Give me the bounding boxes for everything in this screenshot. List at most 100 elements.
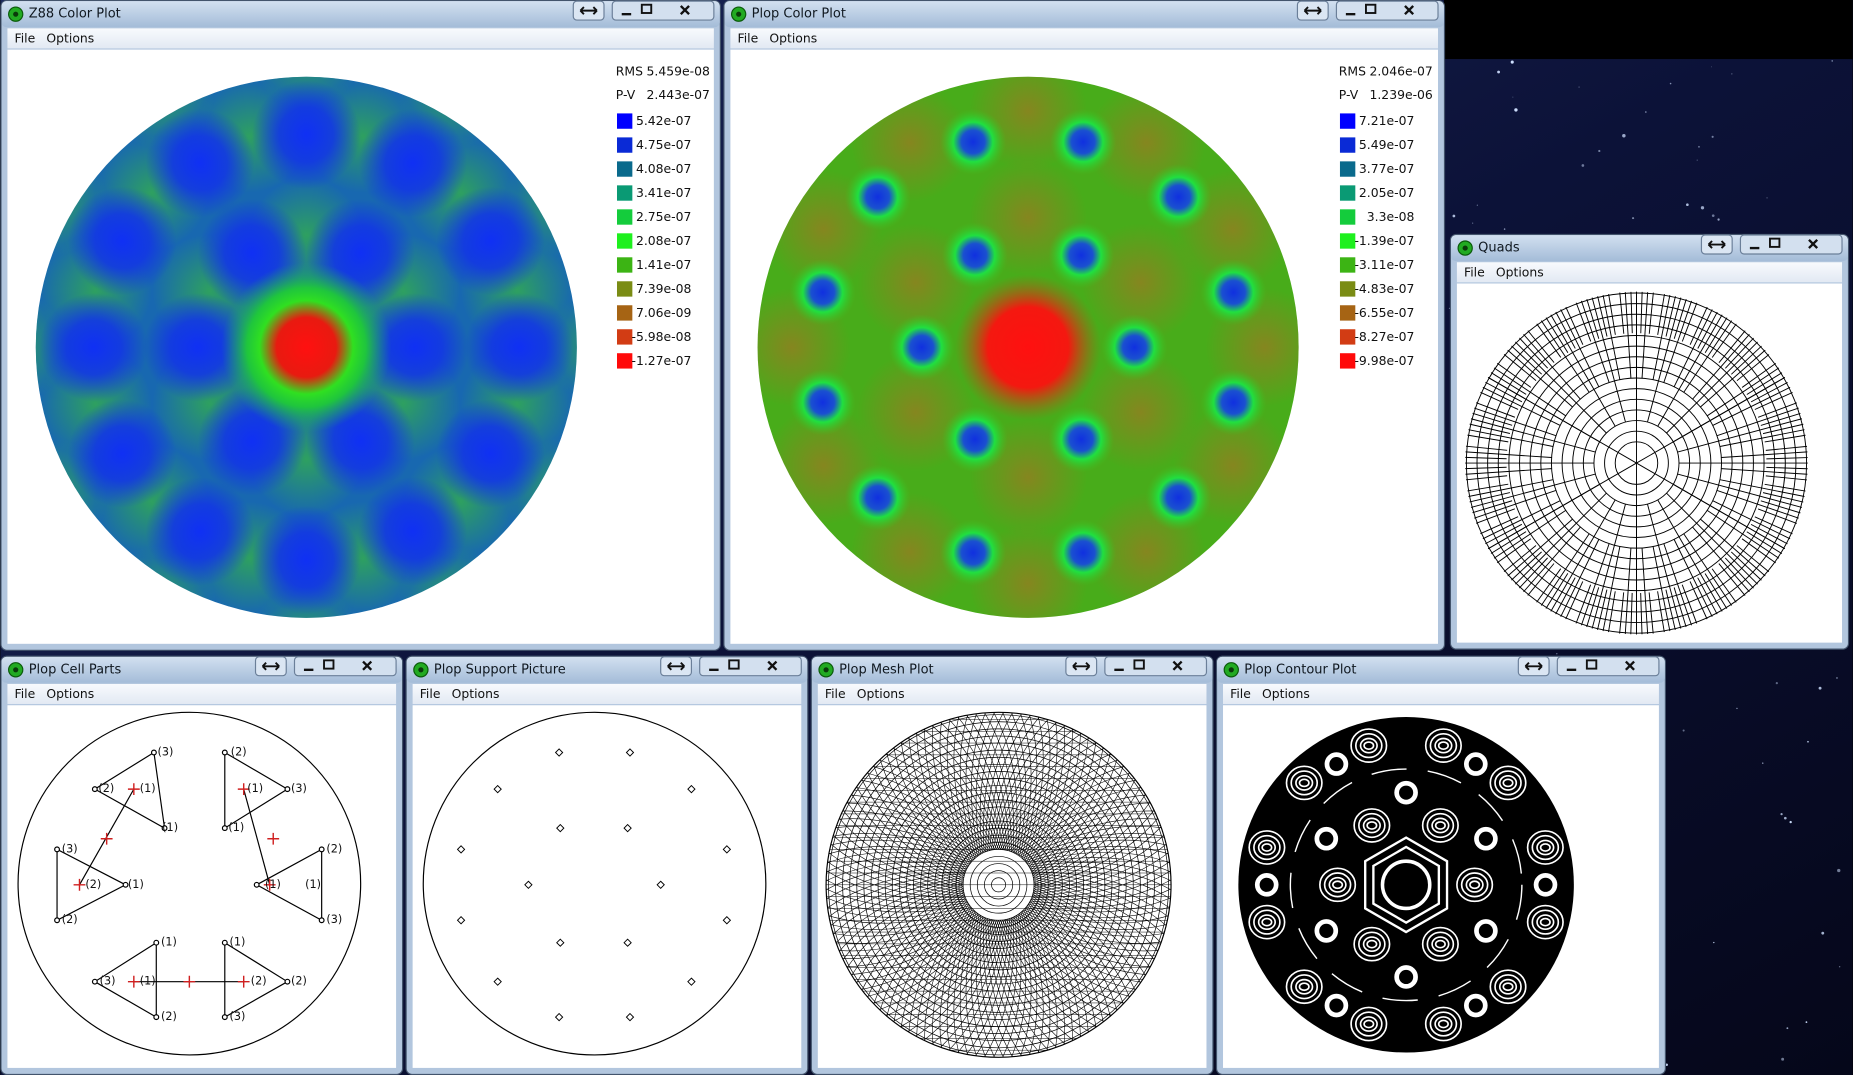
menu-item[interactable]: Options [769, 30, 817, 45]
minimize-button[interactable] [612, 1, 640, 20]
mesh-spoke [1507, 518, 1573, 577]
minimize-button[interactable] [1740, 235, 1768, 254]
contour-whorl [1328, 876, 1347, 893]
vertex-label: (3) [291, 782, 307, 795]
mesh-spoke [1527, 330, 1555, 363]
contour-ring [1474, 919, 1498, 943]
mesh-spoke [1746, 372, 1783, 395]
legend-label: 1.41e-07 [636, 257, 691, 272]
blue-spot [789, 259, 856, 326]
contour-whorl [1295, 774, 1314, 791]
mesh-spoke [1619, 592, 1625, 634]
window: Plop Color Plot File Options RMS 2.046e-07 P-… [723, 0, 1446, 651]
maximize-button[interactable] [1769, 237, 1781, 248]
vertex-label: (2) [251, 975, 267, 988]
mesh-edge [828, 873, 965, 917]
mesh-edge [826, 862, 968, 882]
menu-item[interactable]: File [1464, 264, 1485, 279]
mesh-spoke [1485, 523, 1523, 545]
menu-item[interactable]: Options [452, 686, 500, 701]
mesh-spoke [1575, 302, 1592, 342]
contour-whorl [1366, 821, 1378, 830]
minimize-button[interactable] [294, 657, 322, 676]
contour-whorl [1536, 839, 1555, 856]
mesh-spoke [1692, 526, 1750, 593]
menu-item[interactable]: Options [1496, 264, 1544, 279]
mesh-edge [998, 920, 1082, 1037]
blue-spot [1200, 369, 1267, 436]
mesh-spoke [1766, 466, 1808, 470]
mesh-edge [879, 759, 990, 851]
close-glyph[interactable] [1404, 5, 1415, 16]
menu-item[interactable]: File [825, 686, 846, 701]
contour-whorl [1353, 926, 1391, 962]
minimize-button[interactable] [1336, 1, 1364, 20]
cell-triangle [224, 751, 289, 830]
menu-item[interactable]: Options [46, 686, 94, 701]
close-glyph[interactable] [1808, 238, 1819, 249]
mesh-spoke [1515, 492, 1607, 585]
star [1503, 228, 1506, 230]
mesh-edge [826, 857, 969, 872]
mesh-spoke [1730, 551, 1762, 581]
menu-item[interactable]: File [1230, 686, 1251, 701]
mesh-spoke [1765, 445, 1807, 451]
menu-item[interactable]: Options [46, 30, 94, 45]
mesh-spoke [1480, 391, 1519, 410]
maximize-button[interactable] [1133, 659, 1145, 670]
stat-label: RMS [616, 64, 643, 79]
star [1497, 70, 1500, 74]
menu-item[interactable]: File [737, 30, 758, 45]
close-glyph[interactable] [1172, 660, 1183, 671]
mesh-edge [994, 919, 1066, 1045]
star [1472, 222, 1474, 224]
legend-swatch [616, 113, 633, 129]
maximize-button[interactable] [323, 659, 335, 670]
support-point [625, 1012, 635, 1022]
support-point [722, 916, 732, 925]
mesh-spoke [1724, 337, 1754, 369]
vertex [54, 846, 61, 853]
window-title: Plop Mesh Plot [839, 662, 934, 677]
minimize-button[interactable] [700, 657, 728, 676]
mesh-edge [1033, 786, 1141, 882]
contour-ring [1464, 752, 1488, 776]
star [1711, 214, 1715, 217]
close-glyph[interactable] [362, 660, 373, 671]
resize-glyph [261, 662, 280, 671]
mesh-spoke [1608, 591, 1616, 633]
legend-swatch [616, 137, 633, 153]
maximize-button[interactable] [640, 3, 653, 14]
maximize-button[interactable] [1585, 659, 1598, 670]
menu-item[interactable]: File [420, 686, 441, 701]
maximize-button[interactable] [728, 659, 740, 670]
minimize-button[interactable] [1105, 657, 1133, 676]
mesh-edge [839, 818, 977, 858]
mesh-edge [830, 875, 965, 926]
mesh-spoke [1736, 545, 1770, 573]
blue-region [436, 399, 545, 508]
close-glyph[interactable] [1625, 660, 1635, 671]
maximize-button[interactable] [1365, 3, 1377, 14]
menu-item[interactable]: File [15, 686, 36, 701]
support-point [554, 1012, 564, 1022]
mesh-spoke [1472, 412, 1513, 426]
mesh-spoke [1657, 294, 1665, 335]
mesh-spoke [1652, 294, 1671, 380]
menu-item[interactable]: Options [857, 686, 905, 701]
close-glyph[interactable] [767, 660, 778, 671]
mesh-spoke [1673, 539, 1713, 617]
menu-item[interactable]: Options [1262, 686, 1310, 701]
mesh-spoke [1765, 475, 1807, 481]
window-title: Plop Contour Plot [1244, 662, 1356, 677]
resize-glyph [579, 6, 598, 15]
close-glyph[interactable] [679, 5, 690, 16]
mesh-edge [975, 713, 1012, 852]
menu-item[interactable]: File [15, 30, 36, 45]
vertex-label: (2) [85, 878, 101, 891]
mesh-spoke [1683, 533, 1733, 606]
mesh-spoke [1673, 299, 1687, 339]
legend-label: -1.39e-07 [1354, 233, 1414, 248]
minimize-button[interactable] [1557, 657, 1585, 676]
mesh-spoke [1757, 508, 1797, 524]
